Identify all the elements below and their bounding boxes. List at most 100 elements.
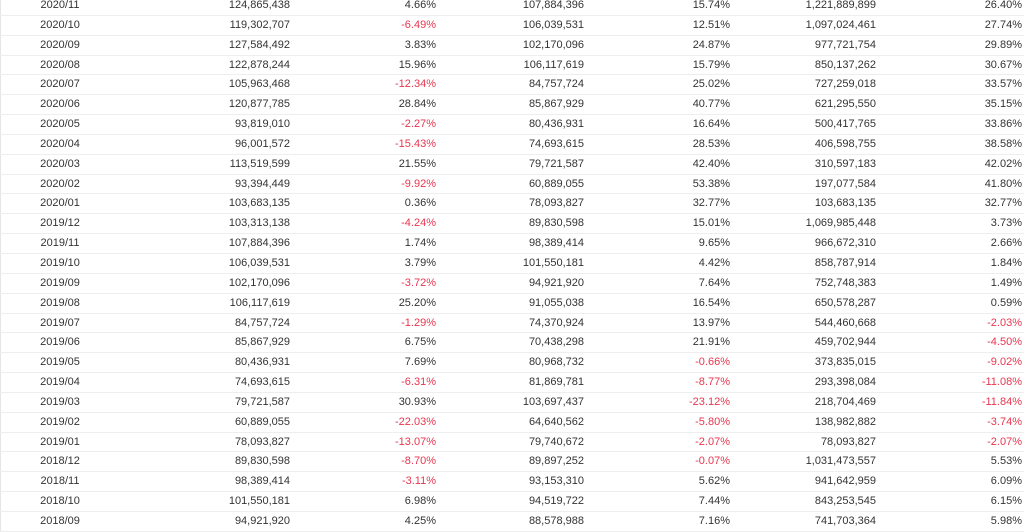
prior-year-revenue-cell: 74,370,924 [528,316,584,329]
row-divider [0,293,1,313]
prior-year-revenue-cell: 106,039,531 [522,18,584,31]
mom-change-cell: 6.75% [404,336,436,349]
cumulative-yoy-cell: 35.15% [984,98,1022,111]
yoy-change-cell: 32.77% [692,197,730,210]
revenue-cell: 113,519,599 [229,157,290,170]
month-cell: 2019/12 [40,217,80,230]
prior-year-revenue-cell: 93,153,310 [528,475,584,488]
mom-change-cell: 25.20% [398,296,436,309]
prior-year-revenue-cell: 102,170,096 [522,38,584,51]
table-row: 2020/07 105,963,468 -12.34% 84,757,724 25.02… [0,75,1024,96]
revenue-cell: 84,757,724 [234,316,290,329]
prior-year-revenue-cell: 80,968,732 [528,356,584,369]
row-divider [0,412,1,432]
prior-year-revenue-cell: 91,055,038 [528,296,584,309]
row-divider [0,511,1,531]
mom-change-cell: 30.93% [398,395,436,408]
cumulative-revenue-cell: 500,417,765 [814,118,876,131]
month-cell: 2018/12 [40,455,80,468]
table-row: 2020/03 113,519,599 21.55% 79,721,587 42.40%… [0,154,1024,175]
prior-year-revenue-cell: 89,897,252 [528,455,584,468]
cumulative-revenue-cell: 78,093,827 [820,435,876,448]
yoy-change-cell: 4.42% [698,256,730,269]
mom-change-cell: -3.72% [401,276,436,289]
revenue-cell: 120,877,785 [228,98,290,111]
prior-year-revenue-cell: 78,093,827 [528,197,584,210]
mom-change-cell: -8.70% [401,455,436,468]
month-cell: 2019/11 [40,237,80,250]
month-cell: 2020/06 [40,98,80,111]
yoy-change-cell: 12.51% [692,18,730,31]
month-cell: 2020/11 [40,0,80,11]
table-row: 2018/11 98,389,414 -3.11% 93,153,310 5.62% 94… [0,472,1024,493]
month-cell: 2020/08 [40,58,80,71]
revenue-cell: 80,436,931 [234,356,290,369]
prior-year-revenue-cell: 89,830,598 [528,217,584,230]
row-divider [0,55,1,75]
cumulative-revenue-cell: 197,077,584 [814,177,876,190]
revenue-cell: 103,683,135 [228,197,290,210]
cumulative-revenue-cell: 544,460,668 [814,316,876,329]
yoy-change-cell: 15.74% [692,0,730,11]
revenue-cell: 98,389,414 [234,475,290,488]
row-divider [0,492,1,511]
month-cell: 2020/04 [40,137,80,150]
row-divider [0,432,1,452]
row-divider [0,95,1,115]
mom-change-cell: -6.31% [401,376,436,389]
month-cell: 2019/02 [40,415,80,428]
table-row: 2020/05 93,819,010 -2.27% 80,436,931 16.64% 5… [0,115,1024,135]
cumulative-yoy-cell: 30.67% [984,58,1022,71]
cumulative-yoy-cell: -2.03% [987,316,1022,329]
revenue-cell: 89,830,598 [234,455,290,468]
month-cell: 2019/05 [40,356,80,369]
revenue-cell: 124,865,438 [228,0,290,11]
cumulative-yoy-cell: 42.02% [984,157,1022,170]
yoy-change-cell: -0.07% [695,455,730,468]
revenue-cell: 107,884,396 [228,237,290,250]
revenue-cell: 122,878,244 [228,58,290,71]
month-cell: 2019/09 [40,276,80,289]
yoy-change-cell: 21.91% [692,336,730,349]
yoy-change-cell: -5.80% [695,415,730,428]
row-divider [0,0,1,15]
mom-change-cell: 15.96% [398,58,436,71]
month-cell: 2018/11 [40,475,80,488]
yoy-change-cell: -8.77% [695,376,730,389]
prior-year-revenue-cell: 101,550,181 [522,256,584,269]
prior-year-revenue-cell: 74,693,615 [528,137,584,150]
cumulative-yoy-cell: 32.77% [984,197,1022,210]
cumulative-revenue-cell: 858,787,914 [814,256,876,269]
row-divider [0,174,1,194]
month-cell: 2020/07 [40,78,80,91]
revenue-cell: 119,302,707 [229,18,290,31]
month-cell: 2019/08 [40,296,80,309]
cumulative-yoy-cell: 6.09% [990,475,1022,488]
mom-change-cell: 4.25% [404,514,436,527]
table-row: 2020/09 127,584,492 3.83% 102,170,096 24.87%… [0,35,1024,56]
prior-year-revenue-cell: 106,117,619 [523,58,584,71]
yoy-change-cell: -2.07% [695,435,730,448]
mom-change-cell: -15.43% [395,137,436,150]
month-cell: 2020/01 [40,197,80,210]
cumulative-revenue-cell: 1,097,024,461 [805,18,876,31]
revenue-cell: 60,889,055 [234,415,290,428]
mom-change-cell: -3.11% [401,475,436,488]
cumulative-yoy-cell: 38.58% [984,137,1022,150]
cumulative-yoy-cell: 0.59% [990,296,1022,309]
table-row: 2019/01 78,093,827 -13.07% 79,740,672 -2.07%… [0,432,1024,453]
row-divider [0,373,1,392]
prior-year-revenue-cell: 103,697,437 [522,395,584,408]
yoy-change-cell: 28.53% [692,137,730,150]
revenue-cell: 85,867,929 [234,336,290,349]
mom-change-cell: -12.34% [395,78,436,91]
cumulative-yoy-cell: -4.50% [987,336,1022,349]
yoy-change-cell: 16.54% [692,296,730,309]
month-cell: 2018/10 [40,495,80,508]
cumulative-revenue-cell: 218,704,469 [814,395,876,408]
row-divider [0,273,1,293]
yoy-change-cell: 9.65% [698,237,730,250]
mom-change-cell: 4.66% [404,0,436,11]
yoy-change-cell: 42.40% [692,157,730,170]
revenue-cell: 93,819,010 [234,118,290,131]
